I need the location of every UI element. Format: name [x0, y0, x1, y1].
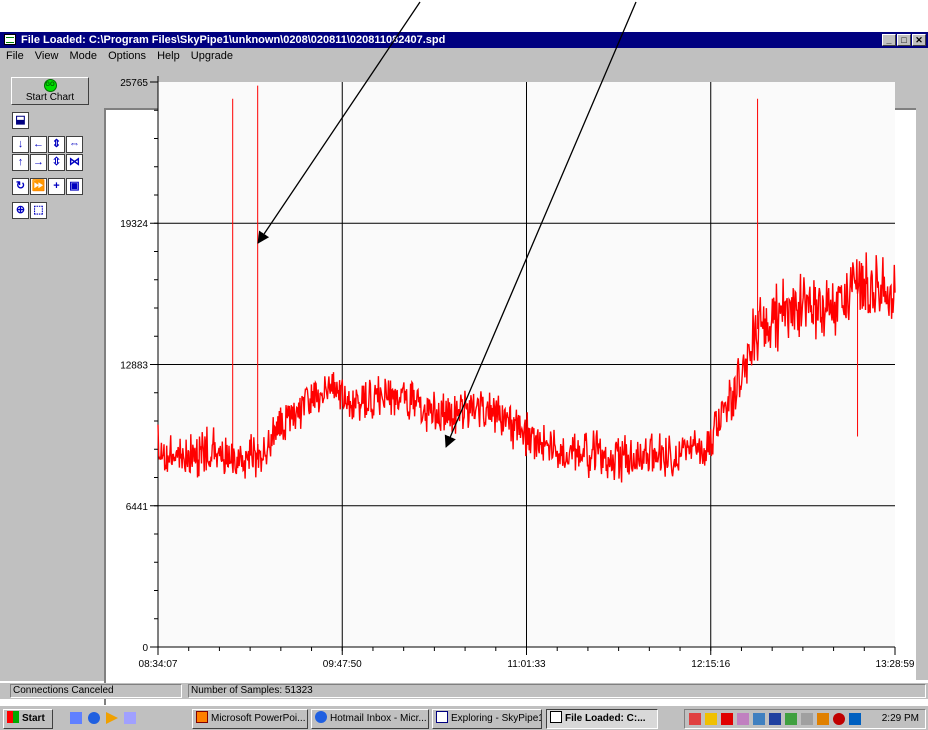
expand-vertical-icon[interactable]: ⇕ — [48, 136, 65, 153]
arrow-down-icon[interactable]: ↓ — [12, 136, 29, 153]
fast-forward-icon[interactable]: ⏩ — [30, 178, 47, 195]
ie-icon — [315, 711, 327, 723]
channels-icon[interactable] — [124, 712, 136, 724]
compress-vertical-icon[interactable]: ⇳ — [48, 154, 65, 171]
arrow-left-icon[interactable]: ← — [30, 136, 47, 153]
volume-icon[interactable] — [785, 713, 797, 725]
menu-bar: File View Mode Options Help Upgrade — [0, 49, 928, 65]
antivirus-icon[interactable] — [833, 713, 845, 725]
status-samples: Number of Samples: 51323 — [188, 684, 926, 698]
help-icon[interactable] — [705, 713, 717, 725]
monitor-icon[interactable] — [769, 713, 781, 725]
compress-horizontal-icon[interactable]: ⋈ — [66, 154, 83, 171]
expand-horizontal-icon[interactable]: ⇔ — [66, 136, 83, 153]
task-powerpoint[interactable]: Microsoft PowerPoi... — [192, 709, 308, 729]
x-tick-label: 12:15:16 — [691, 659, 730, 670]
menu-view[interactable]: View — [34, 50, 59, 62]
explorer-icon — [436, 711, 448, 723]
start-label: Start — [22, 713, 45, 724]
task-hotmail[interactable]: Hotmail Inbox - Micr... — [311, 709, 429, 729]
status-bar: Connections Canceled Number of Samples: … — [0, 683, 928, 699]
x-tick-label: 11:01:33 — [507, 659, 546, 670]
printer-icon[interactable] — [753, 713, 765, 725]
task-exploring[interactable]: Exploring - SkyPipe1 — [432, 709, 542, 729]
y-tick-label: 6441 — [126, 502, 149, 513]
x-tick-label: 13:28:59 — [876, 659, 915, 670]
network-icon[interactable] — [737, 713, 749, 725]
system-tray: 2:29 PM — [684, 709, 926, 729]
tool-panel: GO Start Chart ⬓ ↓ ← ⇕ ⇔ ↑ → ⇳ ⋈ ↻ ⏩ + ▣ ⊕ ⬚ — [0, 65, 104, 681]
refresh-icon[interactable]: ↻ — [12, 178, 29, 195]
start-button[interactable]: Start — [3, 709, 53, 729]
menu-upgrade[interactable]: Upgrade — [190, 50, 233, 62]
taskbar: Start Microsoft PowerPoi... Hotmail Inbo… — [0, 705, 928, 730]
menu-file[interactable]: File — [6, 50, 24, 62]
crosshair-icon[interactable]: + — [48, 178, 65, 195]
start-chart-button[interactable]: GO Start Chart — [11, 77, 89, 105]
skypipe-app-icon[interactable] — [4, 34, 16, 45]
desktop-icon[interactable] — [70, 712, 82, 724]
maximize-button[interactable]: □ — [897, 34, 911, 46]
y-tick-label: 25765 — [120, 78, 148, 89]
media-player-icon[interactable] — [106, 712, 118, 724]
quick-launch — [60, 709, 176, 729]
y-tick-label: 19324 — [120, 219, 148, 230]
y-tick-label: 12883 — [120, 360, 148, 371]
messenger-icon[interactable] — [849, 713, 861, 725]
close-button[interactable]: ✕ — [912, 34, 926, 46]
zoom-box-icon[interactable]: ▣ — [66, 178, 83, 195]
x-tick-label: 08:34:07 — [139, 659, 178, 670]
skypipe-icon — [550, 711, 562, 723]
task-skypipe[interactable]: File Loaded: C:... — [546, 709, 658, 729]
status-connection: Connections Canceled — [10, 684, 182, 698]
clock: 2:29 PM — [881, 713, 919, 724]
menu-help[interactable]: Help — [157, 50, 180, 62]
select-area-icon[interactable]: ⬚ — [30, 202, 47, 219]
display-icon[interactable] — [817, 713, 829, 725]
arrow-up-icon[interactable]: ↑ — [12, 154, 29, 171]
menu-options[interactable]: Options — [108, 50, 147, 62]
signal-icon[interactable] — [801, 713, 813, 725]
x-tick-label: 09:47:50 — [323, 659, 362, 670]
norton-icon[interactable] — [721, 713, 733, 725]
menu-mode[interactable]: Mode — [69, 50, 98, 62]
start-chart-label: Start Chart — [25, 92, 75, 103]
task-label: Microsoft PowerPoi... — [211, 713, 306, 724]
internet-explorer-icon[interactable] — [88, 712, 100, 724]
tray-app-icon[interactable] — [689, 713, 701, 725]
arrow-right-icon[interactable]: → — [30, 154, 47, 171]
save-icon[interactable]: ⬓ — [12, 112, 29, 129]
go-icon: GO — [43, 79, 57, 92]
task-label: Exploring - SkyPipe1 — [451, 713, 542, 724]
data-series-line — [157, 252, 896, 483]
powerpoint-icon — [196, 711, 208, 723]
windows-logo-icon — [7, 711, 19, 723]
task-label: Hotmail Inbox - Micr... — [330, 713, 427, 724]
minimize-button[interactable]: _ — [882, 34, 896, 46]
task-label: File Loaded: C:... — [565, 713, 646, 724]
center-icon[interactable]: ⊕ — [12, 202, 29, 219]
y-tick-label: 0 — [142, 643, 148, 654]
